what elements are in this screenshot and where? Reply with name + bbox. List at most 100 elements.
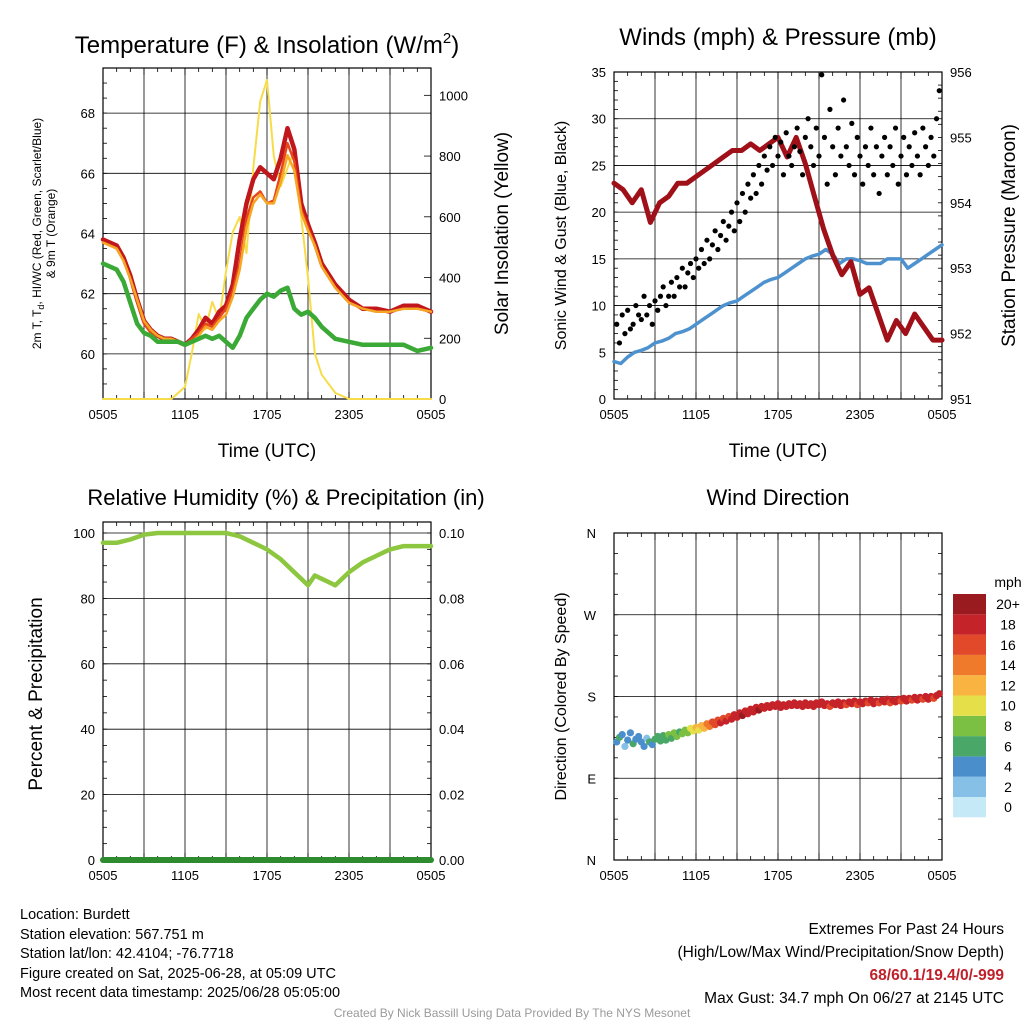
gust-point	[761, 153, 767, 159]
y-tick-label-right: 0.02	[439, 788, 464, 803]
extremes-title: Extremes For Past 24 Hours	[808, 921, 1004, 938]
x-tick-label: 2305	[846, 868, 875, 883]
gust-point	[868, 125, 874, 131]
recent-timestamp: Most recent data timestamp: 2025/06/28 0…	[20, 985, 341, 1001]
gust-point	[805, 116, 811, 122]
gust-point	[912, 130, 918, 136]
y-tick-label-right: 951	[950, 392, 972, 407]
x-tick-label: 0505	[928, 868, 957, 883]
gust-point	[769, 162, 776, 169]
gust-point	[630, 321, 636, 327]
y-tick-label: E	[587, 771, 596, 786]
gust-point	[750, 172, 757, 178]
colorbar-swatch	[953, 715, 986, 737]
y-axis-label-left: Sonic Wind & Gust (Blue, Black)	[553, 121, 570, 350]
extremes-panel: Extremes For Past 24 Hours (High/Low/Max…	[678, 918, 1005, 1010]
y-label-part: , HI/WC (Red, Green, Scarlet/Blue)	[30, 118, 44, 305]
gust-point	[906, 144, 912, 150]
x-tick-label: 2305	[335, 407, 364, 422]
gust-point	[841, 97, 847, 103]
gust-point	[636, 312, 642, 318]
gust-point	[742, 209, 748, 215]
gust-point	[682, 284, 688, 290]
gust-point	[753, 190, 759, 197]
gust-point	[851, 172, 858, 178]
x-tick-label: 1105	[682, 868, 710, 883]
y-axis-label-left-line2: & 9m T (Orange)	[44, 189, 58, 279]
gust-point	[933, 116, 940, 122]
gust-point	[832, 172, 839, 178]
y-axis-label-right: Solar Insolation (Yellow)	[492, 132, 513, 335]
gust-point	[720, 218, 726, 225]
gust-point	[709, 242, 716, 248]
gust-point	[734, 200, 740, 206]
gust-point	[666, 293, 672, 299]
y-tick-label-left: 35	[592, 65, 606, 80]
winds-panel: 0505 1105 1705 2305 050505101520253035951952…	[553, 24, 1020, 462]
y-tick-label-left: 0	[88, 853, 95, 868]
gust-point	[786, 153, 792, 159]
gust-point	[846, 162, 852, 169]
gust-point	[871, 172, 877, 178]
y-tick-label-right: 0.06	[439, 657, 464, 672]
panel-title: Winds (mph) & Pressure (mb)	[619, 24, 936, 51]
station-pressure-line	[611, 134, 945, 343]
gust-point	[849, 120, 855, 126]
y-tick-label-left: 64	[81, 227, 95, 242]
y-tick-label-right: 0.04	[439, 722, 464, 737]
x-tick-label: 0505	[417, 407, 446, 422]
colorbar-label: 10	[1000, 698, 1016, 714]
colorbar-swatch	[953, 594, 986, 615]
gust-point	[857, 153, 863, 159]
gust-point	[660, 284, 666, 290]
x-tick-label: 0505	[89, 407, 118, 422]
gust-point	[892, 125, 899, 131]
x-tick-label: 1105	[171, 407, 199, 422]
x-tick-label: 1105	[171, 868, 199, 883]
colorbar-swatch	[953, 675, 986, 696]
y-label-part: 2m T, T	[30, 309, 44, 349]
y-tick-label-right: 0.10	[439, 526, 464, 541]
gust-point	[909, 162, 915, 169]
x-axis-label: Time (UTC)	[729, 441, 828, 462]
gust-point	[936, 88, 942, 94]
gust-point	[728, 209, 735, 215]
x-tick-label: 2305	[335, 868, 364, 883]
direction-point	[624, 736, 632, 744]
colorbar-swatch	[953, 614, 986, 635]
station-info: Location: Burdett Station elevation: 567…	[20, 906, 340, 1004]
gust-point	[901, 134, 907, 140]
colorbar-swatch	[953, 654, 986, 676]
gust-point	[649, 321, 655, 327]
y-tick-label-right: 0.00	[439, 853, 464, 868]
title-text: Temperature (F) & Insolation (W/m	[75, 32, 443, 59]
direction-point	[621, 742, 629, 751]
gust-point	[641, 293, 647, 299]
colorbar-label: 6	[1004, 738, 1012, 754]
gust-point	[808, 144, 814, 150]
panel-title: Wind Direction	[706, 485, 849, 510]
gust-point	[838, 153, 844, 159]
panel-title: Relative Humidity (%) & Precipitation (i…	[87, 485, 484, 510]
y-tick-label-left: 62	[81, 287, 95, 302]
sonic-wind-line	[612, 243, 944, 366]
colorbar-swatch	[953, 634, 986, 655]
gust-point	[884, 172, 890, 178]
y-tick-label-left: 30	[592, 112, 606, 127]
gust-point	[690, 274, 696, 281]
colorbar-label: 0	[1004, 799, 1012, 815]
gust-point	[862, 144, 869, 150]
y-tick-label-right: 954	[950, 196, 972, 211]
direction-point	[667, 734, 676, 742]
direction-point	[635, 732, 643, 741]
y-axis-label-left: 2m T, Td, HI/WC (Red, Green, Scarlet/Blu…	[30, 118, 46, 349]
x-tick-label: 1705	[253, 407, 282, 422]
gust-point	[696, 265, 702, 271]
gust-point	[693, 256, 699, 262]
colorbar-label: 12	[1000, 677, 1016, 693]
9m-temperature-line	[101, 154, 433, 347]
y-tick-label-left: 60	[81, 347, 95, 362]
x-tick-label: 1705	[764, 407, 793, 422]
